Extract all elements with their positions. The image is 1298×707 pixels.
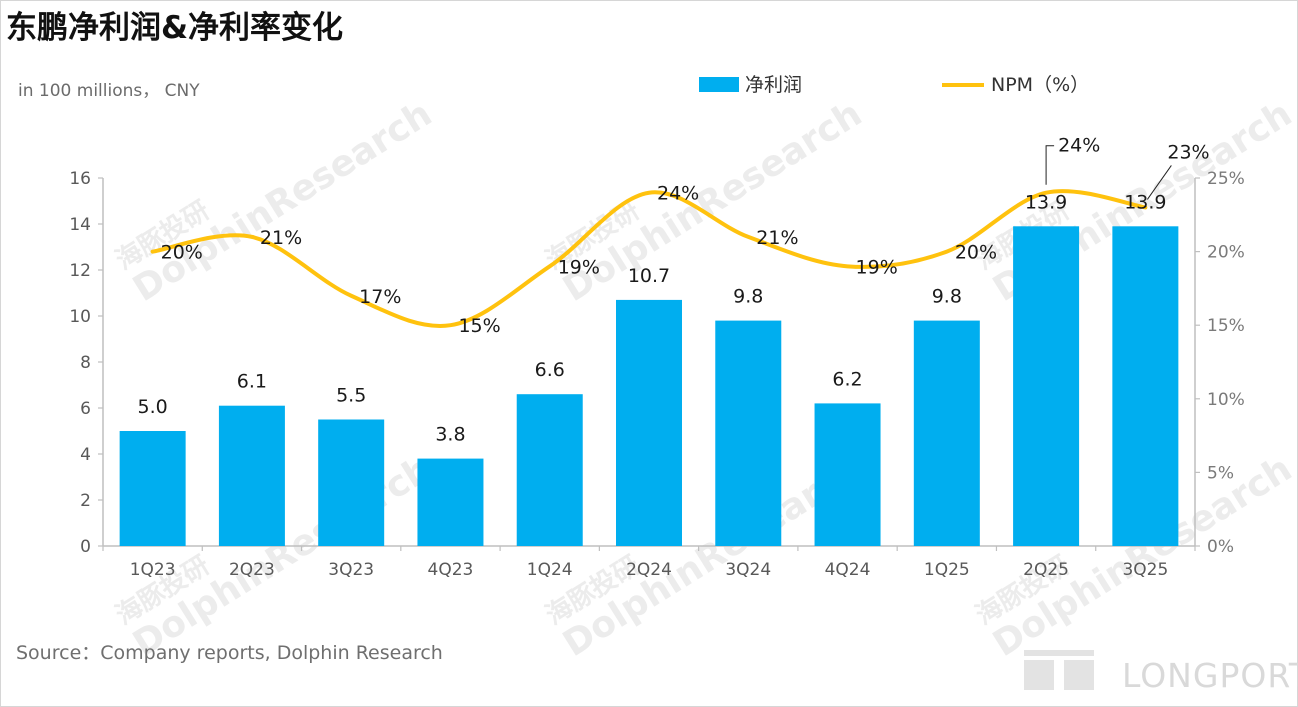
bar [913,320,980,546]
x-tick-label: 2Q24 [626,560,672,580]
y-left-tick-label: 12 [69,261,91,281]
bar-value-label: 5.0 [138,396,168,418]
bar [1013,226,1080,547]
x-tick-label: 1Q24 [527,560,573,580]
y-left-tick-label: 4 [80,445,91,465]
y-left-tick-label: 10 [69,307,91,327]
bar-value-label: 6.1 [237,371,267,393]
y-left-tick-label: 16 [69,169,91,189]
legend-bar-swatch [699,77,739,92]
bar [218,405,285,546]
y-right-tick-label: 25% [1207,169,1245,189]
x-tick-label: 4Q23 [428,560,474,580]
label-leader-line [1146,165,1172,200]
bar-series [119,226,1179,547]
bar-value-label: 3.8 [435,424,465,446]
axes: 0 2 4 6 8 10 12 14 16 0% 5% 10% 15% 20% 25% 1Q23 2Q23 3Q2… [69,169,1244,580]
x-tick-label: 3Q25 [1122,560,1168,580]
bar [616,299,682,546]
bar [318,419,385,546]
npm-value-label: 19% [558,256,600,278]
npm-value-label: 21% [756,227,798,249]
npm-value-label: 15% [458,315,500,337]
y-right-tick-label: 10% [1207,390,1245,410]
x-tick-label: 3Q23 [328,560,374,580]
y-left-tick-label: 2 [80,491,91,511]
npm-value-label: 20% [161,242,203,264]
npm-value-label: 24% [1058,135,1100,157]
npm-value-label: 23% [1167,141,1209,163]
y-right-tick-label: 0% [1207,537,1234,557]
x-tick-label: 3Q24 [725,560,771,580]
brand-text: LONGPORT [1122,656,1298,695]
longport-logo-icon [1024,650,1094,690]
bar [119,431,186,546]
x-tick-label: 1Q23 [130,560,176,580]
npm-value-label: 20% [955,242,997,264]
npm-value-label: 17% [359,286,401,308]
legend-line-label: NPM（%） [991,74,1089,96]
npm-value-label: 24% [657,183,699,205]
label-leader-line [1045,145,1055,185]
bar [715,320,782,546]
y-left-tick-label: 0 [80,537,91,557]
data-labels: 5.0 6.1 5.5 3.8 6.6 10.7 9.8 6.2 9.8 13.9 13.9 20% 2… [138,135,1210,446]
bar-value-label: 9.8 [733,286,763,308]
y-right-tick-label: 20% [1207,243,1245,263]
watermark-en: DolphinResearch [126,93,439,310]
y-right-tick-label: 15% [1207,316,1245,336]
bar-value-label: 9.8 [932,286,962,308]
bar-value-label: 6.2 [832,368,862,390]
bar [417,458,484,546]
y-left-tick-label: 8 [80,353,91,373]
x-tick-label: 1Q25 [924,560,970,580]
x-tick-label: 2Q25 [1023,560,1069,580]
line-series [150,189,1148,328]
source-note: Source：Company reports, Dolphin Research [16,642,443,664]
bar-value-label: 6.6 [535,359,565,381]
npm-line [150,189,1148,328]
npm-value-label: 19% [856,256,898,278]
bar-value-label: 13.9 [1124,191,1166,213]
bar [814,403,881,546]
y-left-tick-label: 14 [69,215,91,235]
x-tick-label: 4Q24 [825,560,871,580]
legend-bar-label: 净利润 [745,74,802,96]
unit-label: in 100 millions， CNY [18,81,200,101]
y-left-tick-label: 6 [80,399,91,419]
npm-value-label: 21% [260,227,302,249]
bar-value-label: 10.7 [628,265,670,287]
chart-title: 东鹏净利润&净利率变化 [6,10,344,46]
x-tick-label: 2Q23 [229,560,275,580]
bar [516,394,583,546]
y-right-tick-label: 5% [1207,463,1234,483]
bar [1112,226,1179,547]
bar-value-label: 13.9 [1025,191,1067,213]
legend: 净利润 NPM（%） [699,74,1089,96]
watermark-en: DolphinResearch [556,93,869,310]
bar-value-label: 5.5 [336,385,366,407]
